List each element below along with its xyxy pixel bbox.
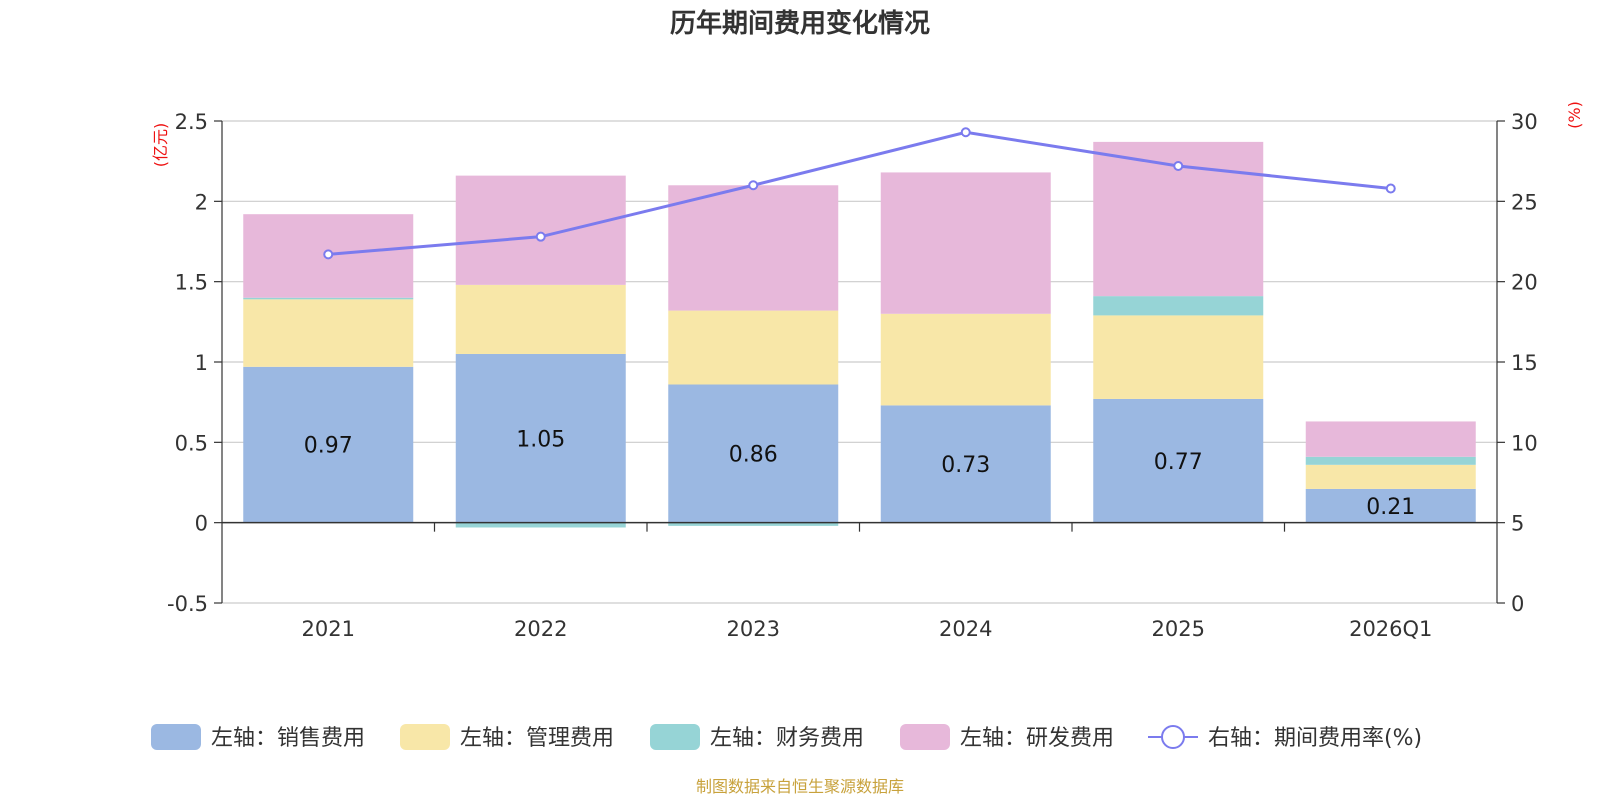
bar-segment-3-2026Q1 bbox=[1305, 456, 1476, 465]
legend: 左轴：销售费用 左轴：管理费用 左轴：财务费用 左轴：研发费用 右轴：期间费用率(%) bbox=[151, 724, 1422, 751]
legend-label-2: 左轴：管理费用 bbox=[460, 726, 614, 751]
bar-segment-3-2025 bbox=[1093, 296, 1264, 316]
bar-segment-3-2022 bbox=[455, 522, 626, 528]
bar-segment-4-2024 bbox=[880, 172, 1051, 314]
legend-swatch-2 bbox=[400, 724, 450, 750]
bar-segment-3-2023 bbox=[668, 522, 839, 526]
legend-swatch-1 bbox=[151, 724, 201, 750]
right-tick-label: 15 bbox=[1511, 351, 1538, 375]
data-label-2024: 0.73 bbox=[941, 453, 990, 478]
legend-swatch-4 bbox=[900, 724, 950, 750]
right-tick-label: 25 bbox=[1511, 190, 1538, 214]
data-label-2023: 0.86 bbox=[729, 443, 778, 468]
source-note: 制图数据来自恒生聚源数据库 bbox=[696, 777, 904, 796]
legend-label-3: 左轴：财务费用 bbox=[710, 726, 864, 751]
data-label-2025: 0.77 bbox=[1154, 450, 1203, 475]
bar-segment-4-2023 bbox=[668, 185, 839, 311]
bar-segment-2-2026Q1 bbox=[1305, 464, 1476, 489]
right-tick-label: 5 bbox=[1511, 512, 1524, 536]
x-tick-label-2026Q1: 2026Q1 bbox=[1349, 617, 1432, 641]
right-tick-label: 20 bbox=[1511, 271, 1538, 295]
bar-segment-2-2023 bbox=[668, 310, 839, 385]
bar-segment-2-2024 bbox=[880, 313, 1051, 406]
left-tick-label: 2.5 bbox=[175, 110, 208, 134]
right-tick-label: 10 bbox=[1511, 431, 1538, 455]
left-tick-label: 1.5 bbox=[175, 271, 208, 295]
left-tick-label: 0.5 bbox=[175, 431, 208, 455]
left-tick-label: 1 bbox=[195, 351, 208, 375]
legend-swatch-3 bbox=[650, 724, 700, 750]
x-tick-label-2025: 2025 bbox=[1152, 617, 1205, 641]
left-tick-label: 0 bbox=[195, 512, 208, 536]
legend-label-5: 右轴：期间费用率(%) bbox=[1208, 726, 1422, 751]
bar-segment-4-2026Q1 bbox=[1305, 421, 1476, 457]
bar-segment-2-2021 bbox=[243, 299, 414, 367]
rate-point-2021 bbox=[323, 249, 334, 260]
left-tick-label: 2 bbox=[195, 190, 208, 214]
bar-segment-1-2023 bbox=[668, 384, 839, 523]
right-tick-label: 30 bbox=[1511, 110, 1538, 134]
rate-point-2026Q1 bbox=[1385, 183, 1396, 194]
bar-segment-1-2022 bbox=[455, 353, 626, 523]
rate-line-layer bbox=[323, 127, 1396, 260]
x-tick-label-2023: 2023 bbox=[727, 617, 780, 641]
rate-point-2024 bbox=[960, 127, 971, 138]
left-tick-label: -0.5 bbox=[167, 592, 208, 616]
chart-title: 历年期间费用变化情况 bbox=[670, 8, 930, 39]
bar-segment-2-2022 bbox=[455, 284, 626, 354]
bar-segment-1-2024 bbox=[880, 405, 1051, 523]
rate-point-2023 bbox=[748, 180, 759, 191]
right-tick-label: 0 bbox=[1511, 592, 1524, 616]
bar-segment-2-2025 bbox=[1093, 315, 1264, 399]
legend-marker-rate bbox=[1161, 725, 1185, 749]
right-axis-unit: (%) bbox=[1565, 101, 1584, 129]
legend-label-4: 左轴：研发费用 bbox=[960, 726, 1114, 751]
legend-label-1: 左轴：销售费用 bbox=[211, 726, 365, 751]
data-label-2022: 1.05 bbox=[516, 427, 565, 452]
bar-segment-4-2022 bbox=[455, 175, 626, 285]
data-label-2026Q1: 0.21 bbox=[1366, 495, 1415, 520]
bar-segment-1-2025 bbox=[1093, 398, 1264, 523]
bars-layer: 0.97 1.05 0.86 0.73 0.77 0.21 bbox=[243, 141, 1476, 528]
bar-segment-1-2026Q1 bbox=[1305, 488, 1476, 523]
rate-line bbox=[328, 130, 1391, 256]
bar-segment-3-2021 bbox=[243, 297, 414, 300]
rate-point-2022 bbox=[535, 231, 546, 242]
x-tick-label-2022: 2022 bbox=[514, 617, 567, 641]
data-label-2021: 0.97 bbox=[304, 434, 353, 459]
x-tick-label-2021: 2021 bbox=[302, 617, 355, 641]
rate-point-2025 bbox=[1173, 160, 1184, 171]
x-tick-label-2024: 2024 bbox=[939, 617, 992, 641]
left-axis-unit: (亿元) bbox=[151, 123, 170, 168]
bar-segment-1-2021 bbox=[243, 366, 414, 523]
